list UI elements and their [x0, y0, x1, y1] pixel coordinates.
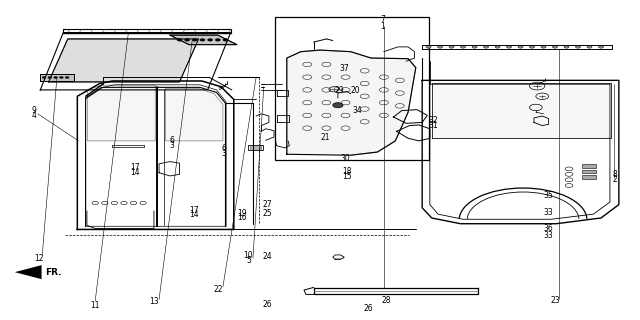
Text: 17: 17 — [130, 163, 140, 172]
Circle shape — [529, 46, 534, 48]
Circle shape — [449, 46, 454, 48]
Text: 36: 36 — [544, 224, 554, 233]
Polygon shape — [40, 74, 74, 81]
Circle shape — [54, 76, 58, 78]
Circle shape — [495, 46, 500, 48]
Circle shape — [200, 39, 205, 41]
Polygon shape — [15, 265, 42, 279]
Text: 14: 14 — [130, 168, 140, 177]
Circle shape — [518, 46, 523, 48]
Circle shape — [426, 46, 431, 48]
Text: 29: 29 — [334, 86, 344, 95]
Circle shape — [65, 76, 69, 78]
Circle shape — [215, 39, 220, 41]
Text: 6: 6 — [222, 144, 227, 153]
Circle shape — [461, 46, 466, 48]
Polygon shape — [166, 88, 223, 141]
Polygon shape — [88, 85, 156, 141]
Text: 4: 4 — [31, 111, 36, 120]
Circle shape — [587, 46, 592, 48]
Circle shape — [177, 39, 182, 41]
Circle shape — [48, 76, 52, 78]
Bar — [248, 145, 262, 150]
Text: 33: 33 — [544, 208, 554, 217]
Circle shape — [184, 39, 189, 41]
Circle shape — [472, 46, 477, 48]
Bar — [250, 145, 261, 150]
Text: 16: 16 — [237, 213, 247, 222]
Text: 21: 21 — [321, 132, 330, 141]
Circle shape — [60, 76, 63, 78]
Bar — [275, 17, 429, 160]
Polygon shape — [287, 50, 416, 155]
Text: 6: 6 — [170, 136, 174, 145]
Text: 2: 2 — [612, 175, 618, 184]
Text: 26: 26 — [363, 304, 372, 313]
Circle shape — [438, 46, 443, 48]
Circle shape — [552, 46, 557, 48]
Circle shape — [575, 46, 580, 48]
Text: 30: 30 — [340, 154, 351, 163]
Circle shape — [541, 46, 546, 48]
Text: 24: 24 — [263, 252, 273, 261]
Text: 37: 37 — [339, 64, 349, 73]
Circle shape — [192, 39, 197, 41]
Circle shape — [506, 46, 511, 48]
Text: 33: 33 — [544, 231, 554, 240]
Text: 32: 32 — [429, 116, 438, 125]
Bar — [582, 170, 596, 173]
Text: 19: 19 — [237, 209, 247, 218]
Text: 3: 3 — [222, 149, 227, 158]
Text: 26: 26 — [263, 300, 273, 308]
Text: 7: 7 — [380, 15, 385, 24]
Text: 8: 8 — [612, 170, 618, 179]
Text: 5: 5 — [246, 256, 251, 265]
Text: FR.: FR. — [45, 268, 62, 277]
Text: 13: 13 — [149, 297, 159, 306]
Text: 14: 14 — [189, 210, 198, 219]
Text: 1: 1 — [380, 22, 385, 31]
Text: 15: 15 — [342, 172, 351, 181]
Circle shape — [483, 46, 488, 48]
Circle shape — [223, 39, 228, 41]
Text: 25: 25 — [263, 209, 273, 218]
Polygon shape — [432, 83, 611, 138]
Circle shape — [598, 46, 604, 48]
Circle shape — [207, 39, 212, 41]
Text: 17: 17 — [189, 205, 198, 214]
Text: 23: 23 — [550, 296, 560, 305]
Text: 35: 35 — [544, 190, 554, 200]
Text: 10: 10 — [244, 251, 253, 260]
Text: 22: 22 — [213, 284, 223, 293]
Text: 11: 11 — [90, 301, 100, 310]
Text: 3: 3 — [170, 141, 174, 150]
Circle shape — [564, 46, 569, 48]
Text: 18: 18 — [342, 167, 351, 176]
Text: 31: 31 — [429, 121, 438, 130]
Bar — [582, 175, 596, 179]
Polygon shape — [49, 39, 198, 82]
Bar — [582, 164, 596, 168]
Text: 20: 20 — [350, 86, 360, 95]
Text: 27: 27 — [263, 200, 273, 209]
Text: 12: 12 — [35, 254, 44, 263]
Text: 28: 28 — [381, 296, 391, 305]
Circle shape — [333, 103, 343, 108]
Text: 9: 9 — [31, 106, 36, 115]
Text: 34: 34 — [352, 106, 362, 115]
Circle shape — [42, 76, 46, 78]
Polygon shape — [170, 35, 237, 45]
